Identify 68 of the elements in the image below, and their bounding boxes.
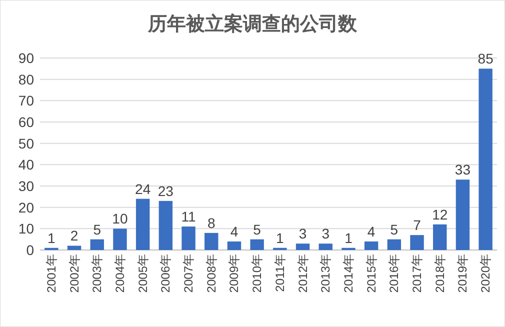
x-tick-label: 2012年 bbox=[296, 254, 310, 293]
x-tick-label: 2001年 bbox=[44, 254, 58, 293]
data-label: 11 bbox=[181, 208, 196, 225]
x-tick-label: 2008年 bbox=[204, 254, 218, 293]
x-tick-label: 2020年 bbox=[478, 254, 493, 293]
data-label: 1 bbox=[276, 230, 284, 246]
data-label: 8 bbox=[207, 214, 216, 231]
data-label: 1 bbox=[48, 230, 56, 246]
data-label: 1 bbox=[344, 230, 353, 246]
bar bbox=[158, 200, 173, 250]
bar bbox=[478, 68, 492, 250]
bar bbox=[136, 198, 150, 250]
bar bbox=[387, 239, 402, 250]
data-label: 33 bbox=[454, 162, 471, 178]
data-label: 10 bbox=[112, 210, 128, 227]
bar bbox=[296, 244, 310, 250]
bar bbox=[456, 180, 470, 250]
data-label: 5 bbox=[93, 221, 102, 238]
chart-title: 历年被立案调查的公司数 bbox=[147, 13, 358, 35]
x-tick-label: 2010年 bbox=[250, 254, 264, 293]
data-label: 5 bbox=[390, 221, 398, 238]
bar bbox=[90, 239, 104, 250]
bar bbox=[364, 241, 378, 250]
x-tick-label: 2015年 bbox=[364, 254, 378, 293]
bar bbox=[250, 239, 264, 250]
x-tick-label: 2006年 bbox=[158, 254, 173, 293]
x-tick-label: 2003年 bbox=[90, 254, 104, 293]
y-tick-label: 40 bbox=[18, 156, 34, 173]
bar bbox=[113, 228, 127, 250]
data-label: 7 bbox=[413, 217, 422, 234]
x-tick-label: 2014年 bbox=[341, 254, 356, 293]
x-tick-label: 2019年 bbox=[456, 254, 470, 293]
x-tick-label: 2007年 bbox=[182, 254, 196, 293]
data-label: 85 bbox=[478, 50, 494, 67]
y-tick-label: 70 bbox=[18, 92, 34, 109]
bar bbox=[67, 246, 82, 250]
x-tick-label: 2009年 bbox=[227, 254, 242, 293]
bar bbox=[318, 244, 332, 250]
x-tick-label: 2011年 bbox=[272, 254, 287, 292]
data-label: 5 bbox=[253, 221, 262, 238]
x-tick-label: 2005年 bbox=[136, 254, 150, 293]
x-tick-label: 2017年 bbox=[410, 254, 424, 293]
bar bbox=[433, 224, 447, 250]
y-tick-label: 10 bbox=[18, 220, 34, 237]
y-tick-label: 50 bbox=[18, 135, 34, 152]
y-tick-label: 60 bbox=[18, 114, 34, 130]
x-tick-label: 2013年 bbox=[318, 254, 333, 293]
x-tick-label: 2004年 bbox=[112, 254, 127, 293]
x-tick-label: 2002年 bbox=[67, 254, 82, 293]
y-tick-label: 20 bbox=[18, 199, 34, 216]
y-tick-label: 80 bbox=[18, 71, 34, 88]
x-tick-label: 2018年 bbox=[432, 254, 447, 293]
data-label: 3 bbox=[298, 226, 307, 242]
data-label: 3 bbox=[322, 226, 330, 242]
bar bbox=[410, 235, 424, 250]
y-tick-label: 30 bbox=[18, 178, 34, 194]
data-label: 4 bbox=[367, 223, 376, 240]
bar bbox=[204, 232, 218, 250]
data-label: 24 bbox=[135, 180, 151, 197]
x-tick-label: 2016年 bbox=[387, 254, 402, 293]
bar bbox=[182, 226, 196, 250]
y-tick-label: 0 bbox=[26, 242, 34, 258]
data-label: 23 bbox=[158, 182, 174, 199]
bar bbox=[227, 241, 242, 250]
data-label: 4 bbox=[230, 223, 238, 240]
data-label: 12 bbox=[432, 206, 448, 222]
y-tick-label: 90 bbox=[18, 50, 34, 66]
data-label: 2 bbox=[70, 228, 78, 244]
